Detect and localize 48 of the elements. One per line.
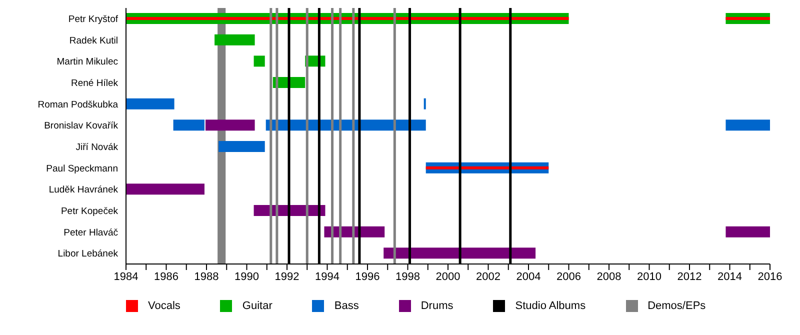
bar [126,17,569,20]
legend-label: Vocals [148,300,180,312]
y-tick-label: Radek Kutil [69,35,118,46]
x-tick-label: 2014 [718,270,742,283]
y-tick-label: Paul Speckmann [46,163,118,174]
legend-label: Demos/EPs [648,300,706,312]
x-tick-label: 2006 [556,270,581,283]
legend-label: Studio Albums [515,300,586,312]
bar [426,166,549,170]
y-tick-label: Roman Podškubka [38,99,119,110]
y-tick-label: Martin Mikulec [56,56,118,68]
y-tick-label: Libor Lebánek [58,248,118,260]
bar [126,184,204,195]
y-tick-label: Petr Kryštof [68,14,118,26]
x-tick-label: 2016 [758,270,782,283]
bar [726,226,770,238]
x-tick-label: 1994 [315,270,340,283]
legend-label: Guitar [242,300,272,312]
y-tick-label: Peter Hlaváč [64,227,118,238]
bar [214,34,255,46]
x-tick-label: 1990 [234,270,259,283]
x-tick-label: 1996 [355,270,380,283]
y-tick-label: Luděk Havránek [48,184,118,196]
bar [126,98,174,110]
y-tick-label: Jiří Novák [76,142,118,154]
bar [173,120,204,131]
x-tick-label: 1992 [274,270,300,283]
x-tick-label: 2008 [596,270,622,283]
legend-label: Drums [420,300,454,312]
bar [726,17,770,20]
x-tick-label: 2012 [677,270,702,283]
bar [726,120,770,131]
x-tick-label: 2010 [637,270,662,283]
x-tick-label: 2000 [436,270,460,283]
x-tick-label: 2004 [516,270,541,283]
y-tick-label: René Hílek [71,78,118,90]
x-tick-label: 1984 [114,270,138,283]
bar [254,56,265,67]
bar [205,120,255,131]
x-tick-label: 1988 [194,270,219,283]
y-tick-label: Bronislav Kovařík [44,120,118,132]
legend-label: Bass [334,300,359,312]
bar [218,141,265,152]
y-tick-label: Petr Kopeček [60,206,118,218]
x-tick-label: 1998 [396,270,420,283]
x-tick-label: 2002 [476,270,500,283]
x-tick-label: 1986 [154,270,178,283]
bar [384,248,536,259]
